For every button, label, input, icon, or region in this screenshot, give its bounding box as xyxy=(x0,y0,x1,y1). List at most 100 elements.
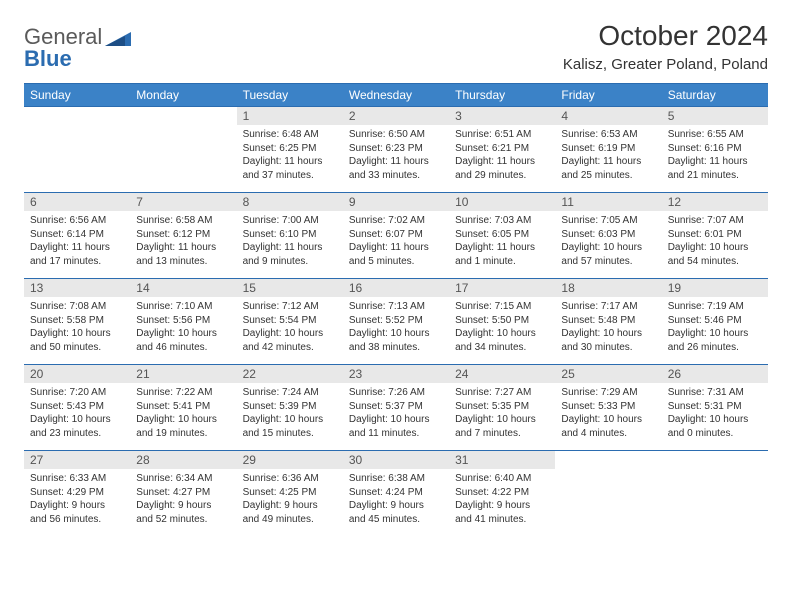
weekday-header: Sunday xyxy=(24,84,130,107)
daylight-text: Daylight: 10 hours and 54 minutes. xyxy=(668,241,762,268)
sunset-text: Sunset: 6:07 PM xyxy=(349,228,443,242)
page-container: General Blue October 2024 Kalisz, Greate… xyxy=(0,0,792,537)
day-number: 24 xyxy=(449,365,555,383)
calendar-cell: 31Sunrise: 6:40 AMSunset: 4:22 PMDayligh… xyxy=(449,451,555,537)
calendar-cell: 19Sunrise: 7:19 AMSunset: 5:46 PMDayligh… xyxy=(662,279,768,365)
title-block: October 2024 Kalisz, Greater Poland, Pol… xyxy=(563,20,768,73)
sunrise-text: Sunrise: 6:50 AM xyxy=(349,128,443,142)
sunrise-text: Sunrise: 6:53 AM xyxy=(561,128,655,142)
weekday-header: Monday xyxy=(130,84,236,107)
sunset-text: Sunset: 5:41 PM xyxy=(136,400,230,414)
sunset-text: Sunset: 5:39 PM xyxy=(243,400,337,414)
sunset-text: Sunset: 6:25 PM xyxy=(243,142,337,156)
weekday-header: Thursday xyxy=(449,84,555,107)
day-number: 23 xyxy=(343,365,449,383)
calendar-cell: 29Sunrise: 6:36 AMSunset: 4:25 PMDayligh… xyxy=(237,451,343,537)
day-number: 29 xyxy=(237,451,343,469)
daylight-text: Daylight: 10 hours and 38 minutes. xyxy=(349,327,443,354)
calendar-cell: 27Sunrise: 6:33 AMSunset: 4:29 PMDayligh… xyxy=(24,451,130,537)
sunset-text: Sunset: 6:21 PM xyxy=(455,142,549,156)
calendar-cell: 5Sunrise: 6:55 AMSunset: 6:16 PMDaylight… xyxy=(662,107,768,193)
calendar-cell: 22Sunrise: 7:24 AMSunset: 5:39 PMDayligh… xyxy=(237,365,343,451)
day-content: Sunrise: 7:15 AMSunset: 5:50 PMDaylight:… xyxy=(449,297,555,358)
day-number: 28 xyxy=(130,451,236,469)
sunset-text: Sunset: 5:56 PM xyxy=(136,314,230,328)
sunset-text: Sunset: 6:01 PM xyxy=(668,228,762,242)
daylight-text: Daylight: 11 hours and 9 minutes. xyxy=(243,241,337,268)
day-number: 6 xyxy=(24,193,130,211)
calendar-cell: 16Sunrise: 7:13 AMSunset: 5:52 PMDayligh… xyxy=(343,279,449,365)
calendar-cell: 30Sunrise: 6:38 AMSunset: 4:24 PMDayligh… xyxy=(343,451,449,537)
calendar-table: SundayMondayTuesdayWednesdayThursdayFrid… xyxy=(24,84,768,537)
weekday-row: SundayMondayTuesdayWednesdayThursdayFrid… xyxy=(24,84,768,107)
calendar-week-row: 1Sunrise: 6:48 AMSunset: 6:25 PMDaylight… xyxy=(24,107,768,193)
sunrise-text: Sunrise: 7:31 AM xyxy=(668,386,762,400)
calendar-week-row: 13 Sunrise: 7:08 AMSunset: 5:58 PM Dayligh… xyxy=(24,279,768,365)
calendar-cell: 17Sunrise: 7:15 AMSunset: 5:50 PMDayligh… xyxy=(449,279,555,365)
header: General Blue October 2024 Kalisz, Greate… xyxy=(24,20,768,73)
calendar-week-row: 20Sunrise: 7:20 AMSunset: 5:43 PMDayligh… xyxy=(24,365,768,451)
sunrise-text: Sunrise: 6:36 AM xyxy=(243,472,337,486)
day-number: 11 xyxy=(555,193,661,211)
sunset-text: Sunset: 6:16 PM xyxy=(668,142,762,156)
logo-triangle-icon xyxy=(105,28,131,51)
day-number: 13 xyxy=(24,279,130,297)
day-number: 25 xyxy=(555,365,661,383)
daylight-text: Daylight: 11 hours and 17 minutes. xyxy=(30,241,124,268)
sunset-text: Sunset: 6:03 PM xyxy=(561,228,655,242)
day-number: 18 xyxy=(555,279,661,297)
sunrise-text: Sunrise: 7:05 AM xyxy=(561,214,655,228)
day-content: Sunrise: 7:17 AMSunset: 5:48 PMDaylight:… xyxy=(555,297,661,358)
sunrise-text: Sunrise: 7:24 AM xyxy=(243,386,337,400)
weekday-header: Tuesday xyxy=(237,84,343,107)
day-number: 12 xyxy=(662,193,768,211)
day-number: 17 xyxy=(449,279,555,297)
daylight-text: Daylight: 10 hours and 34 minutes. xyxy=(455,327,549,354)
calendar-cell: 12 Sunrise: 7:07 AMSunset: 6:01 PMDayligh… xyxy=(662,193,768,279)
day-number: 15 xyxy=(237,279,343,297)
calendar-cell: 23Sunrise: 7:26 AMSunset: 5:37 PMDayligh… xyxy=(343,365,449,451)
sunset-text: Sunset: 5:46 PM xyxy=(668,314,762,328)
calendar-cell: 15Sunrise: 7:12 AMSunset: 5:54 PMDayligh… xyxy=(237,279,343,365)
calendar-cell xyxy=(24,107,130,193)
day-number: 9 xyxy=(343,193,449,211)
calendar-cell: 24Sunrise: 7:27 AMSunset: 5:35 PMDayligh… xyxy=(449,365,555,451)
day-content: Sunrise: 6:36 AMSunset: 4:25 PMDaylight:… xyxy=(237,469,343,530)
day-number: 7 xyxy=(130,193,236,211)
daylight-text: Daylight: 10 hours and 15 minutes. xyxy=(243,413,337,440)
sunset-text: Sunset: 4:29 PM xyxy=(30,486,124,500)
sunrise-text: Sunrise: 7:10 AM xyxy=(136,300,230,314)
sunset-text: Sunset: 5:35 PM xyxy=(455,400,549,414)
sunrise-text: Sunrise: 7:07 AM xyxy=(668,214,762,228)
daylight-text: Daylight: 11 hours and 33 minutes. xyxy=(349,155,443,182)
calendar-cell: 8Sunrise: 7:00 AMSunset: 6:10 PMDaylight… xyxy=(237,193,343,279)
sunset-text: Sunset: 4:27 PM xyxy=(136,486,230,500)
calendar-head: SundayMondayTuesdayWednesdayThursdayFrid… xyxy=(24,84,768,107)
day-content: Sunrise: 6:58 AMSunset: 6:12 PMDaylight:… xyxy=(130,211,236,272)
sunrise-text: Sunrise: 7:08 AM xyxy=(30,300,124,314)
sunrise-text: Sunrise: 6:48 AM xyxy=(243,128,337,142)
day-number: 16 xyxy=(343,279,449,297)
sunrise-text: Sunrise: 7:03 AM xyxy=(455,214,549,228)
sunset-text: Sunset: 6:19 PM xyxy=(561,142,655,156)
sunset-text: Sunset: 4:25 PM xyxy=(243,486,337,500)
day-content: Sunrise: 7:10 AMSunset: 5:56 PMDaylight:… xyxy=(130,297,236,358)
daylight-text: Daylight: 11 hours and 21 minutes. xyxy=(668,155,762,182)
daylight-text: Daylight: 10 hours and 46 minutes. xyxy=(136,327,230,354)
sunrise-text: Sunrise: 7:29 AM xyxy=(561,386,655,400)
sunset-text: Sunset: 5:58 PM xyxy=(30,314,124,328)
sunrise-text: Sunrise: 7:17 AM xyxy=(561,300,655,314)
day-content: Sunrise: 7:02 AMSunset: 6:07 PMDaylight:… xyxy=(343,211,449,272)
sunrise-text: Sunrise: 6:38 AM xyxy=(349,472,443,486)
calendar-cell: 13Sunrise: 7:08 AMSunset: 5:58 PMDayligh… xyxy=(24,279,130,365)
daylight-text: Daylight: 10 hours and 42 minutes. xyxy=(243,327,337,354)
sunrise-text: Sunrise: 6:34 AM xyxy=(136,472,230,486)
sunrise-text: Sunrise: 7:12 AM xyxy=(243,300,337,314)
sunset-text: Sunset: 5:43 PM xyxy=(30,400,124,414)
sunset-text: Sunset: 4:22 PM xyxy=(455,486,549,500)
sunset-text: Sunset: 6:23 PM xyxy=(349,142,443,156)
day-number: 27 xyxy=(24,451,130,469)
calendar-cell: 4Sunrise: 6:53 AMSunset: 6:19 PMDaylight… xyxy=(555,107,661,193)
day-content: Sunrise: 6:55 AMSunset: 6:16 PMDaylight:… xyxy=(662,125,768,186)
daylight-text: Daylight: 10 hours and 23 minutes. xyxy=(30,413,124,440)
